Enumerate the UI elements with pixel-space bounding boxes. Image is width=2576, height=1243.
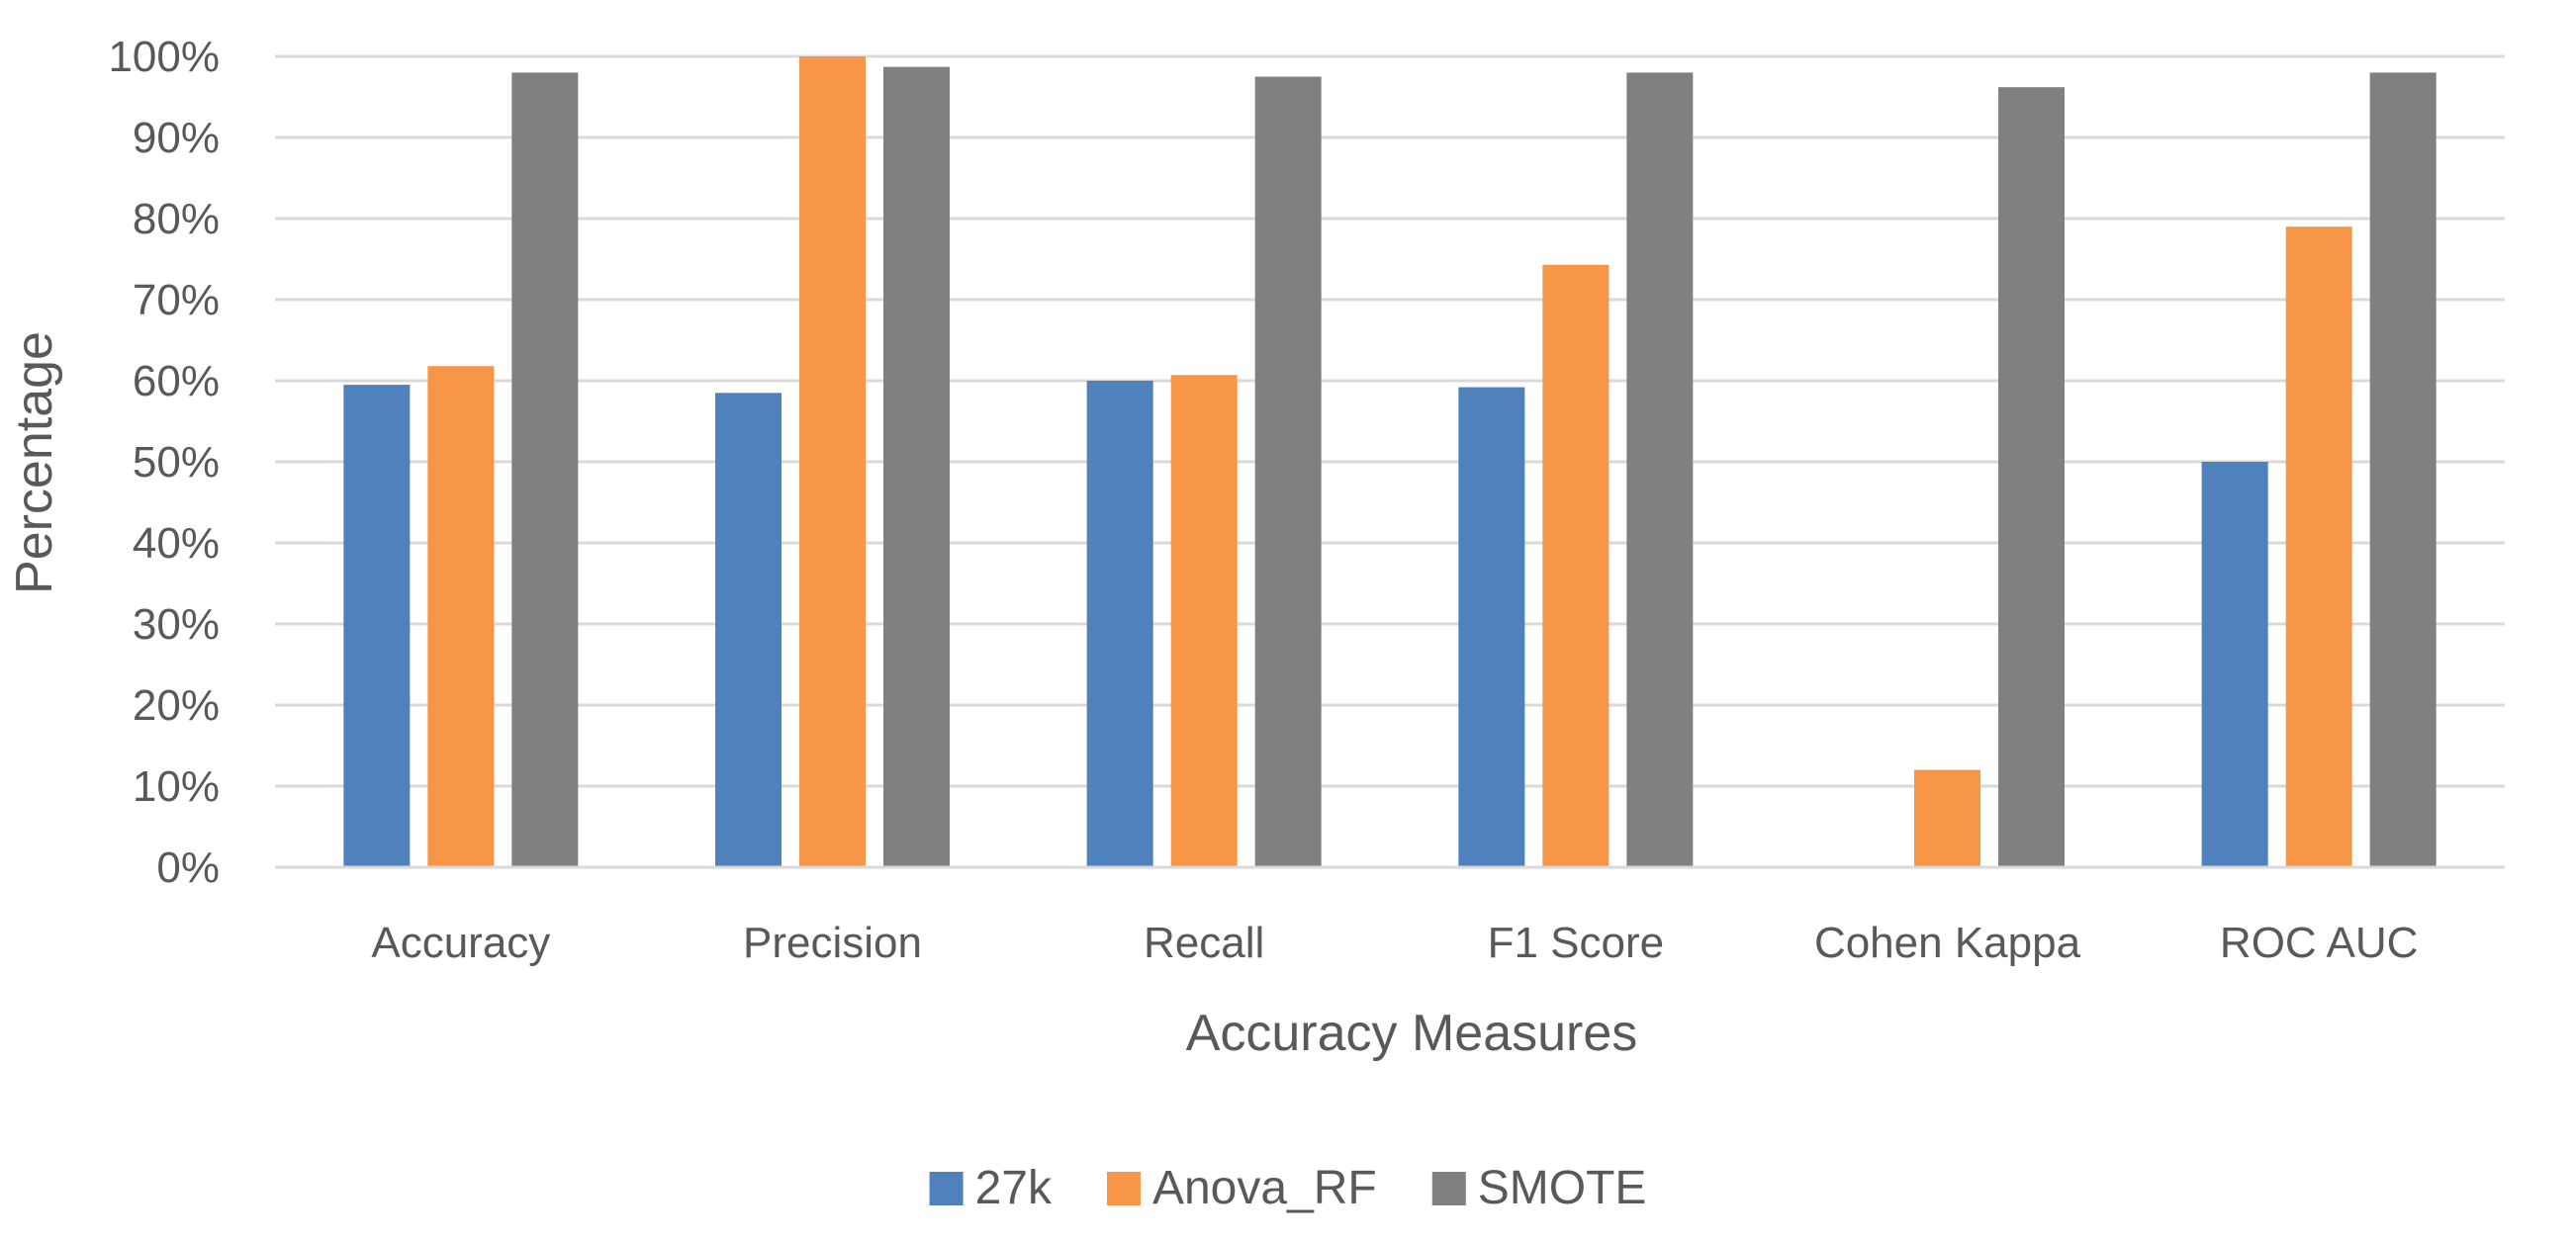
legend-label: Anova_RF: [1152, 1162, 1377, 1214]
legend-label: 27k: [975, 1162, 1053, 1214]
y-tick-label: 60%: [133, 357, 220, 405]
y-tick-label: 40%: [133, 519, 220, 568]
bar-27k-f1-score: [1458, 387, 1525, 867]
x-tick-label: Recall: [1144, 919, 1264, 967]
y-tick-label: 10%: [133, 762, 220, 811]
x-tick-label: ROC AUC: [2220, 919, 2418, 967]
y-tick-label: 80%: [133, 195, 220, 243]
y-tick-label: 100%: [108, 33, 220, 81]
gridlines: [275, 54, 2505, 788]
y-tick-label: 90%: [133, 114, 220, 162]
bar-anova-rf-f1-score: [1542, 264, 1610, 867]
x-tick-label: Precision: [743, 919, 922, 967]
legend-swatch: [1431, 1172, 1466, 1205]
x-tick-label: F1 Score: [1488, 919, 1665, 967]
y-tick-label: 20%: [133, 681, 220, 730]
legend-label: SMOTE: [1478, 1162, 1647, 1214]
bar-anova-rf-recall: [1170, 375, 1238, 867]
legend-item: SMOTE: [1431, 1162, 1647, 1214]
x-tick-label: Cohen Kappa: [1814, 919, 2081, 967]
y-tick-label: 50%: [133, 438, 220, 487]
x-tick-label: Accuracy: [371, 919, 550, 967]
bar-anova-rf-roc-auc: [2285, 226, 2352, 867]
legend: 27k Anova_RF SMOTE: [929, 1162, 1647, 1214]
legend-item: 27k: [929, 1162, 1053, 1214]
legend-item: Anova_RF: [1106, 1162, 1377, 1214]
bar-27k-accuracy: [343, 385, 411, 867]
legend-swatch: [1106, 1172, 1141, 1205]
bar-smote-roc-auc: [2369, 72, 2437, 867]
bar-smote-accuracy: [511, 72, 579, 867]
x-axis-title: Accuracy Measures: [1186, 1005, 1638, 1062]
y-tick-label: 70%: [133, 276, 220, 324]
bar-27k-roc-auc: [2201, 462, 2268, 867]
bar-anova-rf-accuracy: [427, 366, 495, 867]
x-axis-ticks: Accuracy Precision Recall F1 Score Cohen Kap…: [371, 919, 2418, 967]
bar-27k-recall: [1086, 381, 1153, 867]
bar-27k-precision: [715, 393, 782, 867]
bar-smote-precision: [883, 66, 950, 867]
bar-smote-cohen-kappa: [1998, 87, 2065, 867]
y-axis-ticks: 0% 10% 20% 30% 40% 50% 60% 70% 80% 90% 100%: [108, 33, 220, 892]
legend-swatch: [929, 1172, 964, 1205]
bar-anova-rf-precision: [799, 56, 866, 867]
y-tick-label: 0%: [156, 843, 220, 892]
bars: [343, 56, 2437, 867]
bar-anova-rf-cohen-kappa: [1914, 769, 1980, 867]
y-axis-title: Percentage: [6, 331, 63, 594]
y-tick-label: 30%: [133, 600, 220, 649]
bar-smote-f1-score: [1626, 72, 1694, 867]
bar-smote-recall: [1254, 76, 1322, 867]
